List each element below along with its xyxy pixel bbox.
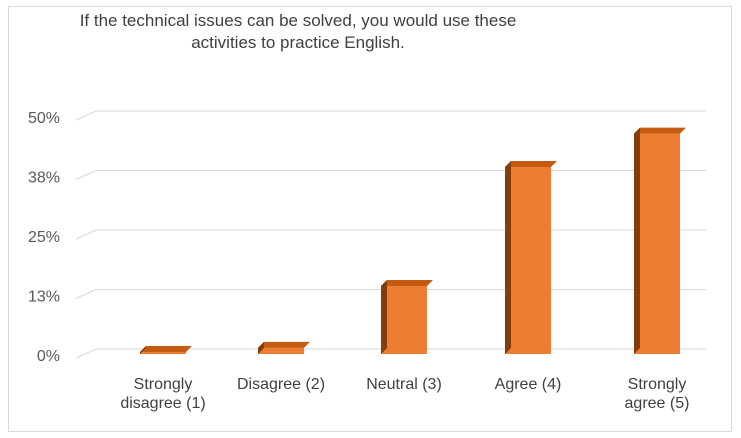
x-category-label: Neutral (3)	[366, 376, 442, 393]
gridline-perspective	[75, 289, 97, 299]
bar-top	[634, 127, 686, 134]
chart-frame	[8, 6, 732, 432]
bar	[381, 279, 433, 354]
bar-front	[258, 347, 304, 354]
y-tick-label: 38%	[28, 170, 60, 187]
bar-front	[505, 166, 551, 354]
bar-side	[381, 279, 387, 354]
gridline-perspective	[75, 170, 97, 180]
bar	[505, 160, 557, 354]
y-tick-label: 0%	[37, 348, 60, 365]
bar-side	[634, 127, 640, 354]
bar-side	[140, 346, 146, 354]
bar-front	[381, 285, 427, 354]
gridline-perspective	[75, 110, 97, 121]
bar-top	[505, 160, 557, 167]
y-tick-label: 50%	[28, 110, 60, 127]
bar-top	[381, 279, 433, 286]
bar-front	[140, 352, 186, 354]
bar	[258, 341, 310, 354]
x-category-label: Strongly agree (5)	[625, 376, 690, 412]
x-category-label: Disagree (2)	[237, 376, 325, 393]
bar-top	[258, 341, 310, 348]
y-axis-ticks: 0% 13% 25% 38% 50%	[28, 110, 60, 365]
gridline-perspective	[75, 229, 97, 240]
bar-front	[634, 133, 680, 354]
y-tick-label: 13%	[28, 289, 60, 306]
bar	[634, 127, 686, 354]
y-tick-label: 25%	[28, 229, 60, 246]
x-category-label: Agree (4)	[495, 376, 562, 393]
x-axis-categories: Strongly disagree (1) Disagree (2) Neutral …	[120, 376, 689, 412]
bar	[140, 346, 192, 354]
bar-side	[505, 160, 511, 354]
x-category-label: Strongly disagree (1)	[120, 376, 205, 412]
gridline-perspective	[75, 348, 97, 359]
bar-top	[140, 346, 192, 352]
bars	[140, 127, 686, 354]
bar-side	[258, 341, 264, 354]
chart-title: If the technical issues can be solved, y…	[79, 11, 517, 52]
